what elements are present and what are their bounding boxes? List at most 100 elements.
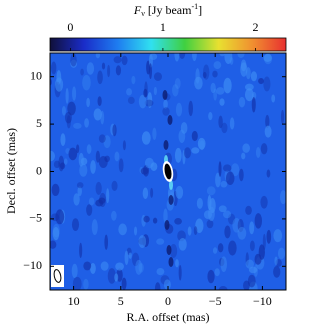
noise-blob — [188, 100, 193, 117]
noise-blob — [138, 235, 147, 248]
noise-blob — [135, 259, 143, 275]
noise-blob — [111, 210, 117, 221]
colorbar-tick-label: 2 — [252, 20, 258, 34]
sidelobe — [163, 140, 169, 150]
noise-blob — [148, 63, 153, 80]
label-sup: -1 — [191, 2, 198, 11]
noise-blob — [192, 53, 197, 62]
noise-blob — [258, 244, 265, 260]
noise-blob — [104, 234, 109, 250]
noise-blob — [274, 256, 278, 266]
noise-blob — [118, 158, 124, 173]
noise-blob — [70, 59, 78, 68]
noise-blob — [103, 135, 111, 149]
noise-blob — [265, 114, 270, 129]
noise-blob — [128, 252, 132, 259]
noise-blob — [216, 87, 225, 95]
noise-blob — [249, 240, 255, 252]
noise-blob — [187, 226, 192, 236]
noise-blob — [207, 269, 215, 284]
noise-blob — [100, 261, 109, 271]
noise-blob — [101, 62, 106, 70]
sidelobe — [168, 257, 174, 267]
noise-blob — [172, 84, 179, 97]
noise-blob — [237, 226, 247, 240]
noise-blob — [111, 180, 118, 191]
noise-blob — [95, 150, 100, 163]
noise-blob — [79, 242, 83, 258]
noise-blob — [214, 268, 220, 277]
noise-blob — [90, 263, 96, 274]
noise-blob — [66, 115, 71, 129]
colorbar-tick-label: 1 — [160, 20, 166, 34]
noise-blob — [78, 152, 84, 167]
noise-blob — [147, 92, 153, 109]
noise-blob — [55, 209, 65, 225]
noise-blob — [206, 219, 214, 229]
noise-blob — [247, 274, 256, 288]
noise-blob — [156, 267, 165, 276]
noise-blob — [80, 68, 84, 76]
noise-blob — [219, 257, 225, 267]
noise-blob — [227, 213, 236, 225]
noise-blob — [244, 83, 254, 91]
noise-blob — [61, 105, 66, 116]
y-tick-label: 5 — [36, 116, 42, 130]
noise-blob — [70, 53, 77, 67]
noise-blob — [207, 194, 212, 211]
noise-blob — [73, 122, 82, 129]
noise-blob — [228, 240, 237, 256]
noise-blob — [162, 107, 170, 116]
source-peak — [164, 163, 172, 180]
noise-blob — [83, 278, 89, 290]
noise-blob — [229, 57, 234, 65]
noise-blob — [213, 61, 222, 70]
noise-blob — [156, 238, 165, 245]
noise-blob — [163, 99, 168, 109]
noise-blob — [112, 124, 117, 137]
x-tick-label: −10 — [253, 294, 272, 308]
noise-blob — [71, 218, 80, 232]
noise-blob — [174, 53, 180, 62]
noise-blob — [245, 205, 252, 215]
noise-blob — [97, 70, 103, 85]
noise-blob — [174, 147, 182, 163]
noise-blob — [142, 187, 149, 200]
noise-blob — [194, 76, 203, 90]
noise-blob — [127, 96, 135, 105]
noise-blob — [126, 88, 132, 96]
noise-blob — [220, 256, 228, 273]
noise-blob — [152, 127, 157, 140]
y-tick-label: 0 — [36, 163, 42, 177]
noise-blob — [106, 188, 110, 204]
noise-blob — [178, 237, 187, 251]
noise-blob — [218, 286, 228, 290]
noise-blob — [202, 71, 207, 79]
noise-blob — [255, 146, 261, 158]
noise-blob — [143, 88, 148, 98]
noise-blob — [124, 250, 129, 265]
noise-blob — [88, 197, 95, 206]
noise-blob — [163, 279, 171, 290]
noise-blob — [86, 204, 93, 216]
noise-blob — [240, 62, 248, 77]
x-tick-label: 10 — [68, 294, 80, 308]
noise-blob — [150, 162, 158, 171]
noise-blob — [179, 53, 186, 59]
noise-blob — [224, 225, 231, 239]
noise-blob — [220, 180, 228, 188]
noise-blob — [279, 190, 286, 205]
noise-blob — [79, 163, 88, 177]
sidelobe — [162, 90, 168, 100]
chart: Fν [Jy beam-1] R.A. offset (mas) Decl. of… — [4, 2, 287, 324]
colorbar — [49, 37, 287, 52]
label-unit: [Jy beam — [148, 3, 192, 17]
noise-blob — [238, 96, 246, 108]
noise-blob — [75, 144, 80, 154]
noise-blob — [82, 74, 91, 91]
noise-blob — [225, 171, 235, 185]
noise-blob — [55, 77, 64, 92]
noise-blob — [68, 147, 78, 161]
noise-blob — [107, 268, 116, 284]
noise-blob — [77, 186, 82, 197]
